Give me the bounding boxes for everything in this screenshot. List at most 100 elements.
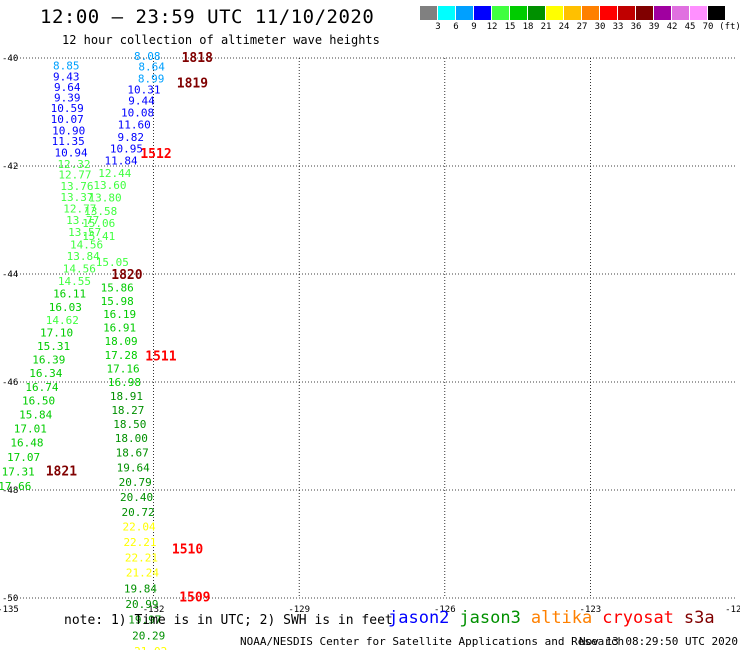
legend-label: 12 <box>486 22 498 32</box>
satellite-pass-labels: 1818 1819 1512 1820 1511 1821 1510 1509 <box>46 51 213 605</box>
legend-label: 30 <box>594 22 606 32</box>
legend-label: 70 <box>702 22 714 32</box>
legend-label: 15 <box>504 22 516 32</box>
wave-height-value: 17.07 <box>7 451 40 464</box>
pass-number-label: 1820 <box>111 268 142 283</box>
wave-height-value: 8.85 <box>53 60 80 73</box>
wave-height-value: 13.37 <box>60 191 93 204</box>
longitude-tick-label: -120 <box>725 605 740 615</box>
satellite-name-jason3: jason3 <box>459 608 521 628</box>
legend-swatch <box>438 6 455 20</box>
legend-label: 21 <box>540 22 552 32</box>
longitude-tick-label: -129 <box>288 605 310 615</box>
wave-height-value: 21.24 <box>126 567 159 580</box>
legend-label: 9 <box>471 22 477 32</box>
wave-height-value: 19.97 <box>128 614 161 627</box>
wave-height-value: 15.31 <box>37 340 70 353</box>
wave-height-values: 8.859.439.649.3910.5910.0710.9011.3510.9… <box>0 50 167 650</box>
wave-height-value: 18.00 <box>115 432 148 445</box>
wave-height-value: 18.50 <box>113 418 146 431</box>
wave-height-value: 16.39 <box>32 353 65 366</box>
wave-height-value: 22.21 <box>123 536 156 549</box>
legend-swatch <box>456 6 473 20</box>
legend-swatch <box>474 6 491 20</box>
legend-label: 45 <box>684 22 696 32</box>
longitude-tick-label: -132 <box>143 605 165 615</box>
wave-height-value: 11.84 <box>105 155 138 168</box>
legend-label: 39 <box>648 22 660 32</box>
track-east: 8.088.648.9910.319.4410.0811.609.8210.95… <box>82 50 167 650</box>
wave-height-value: 20.79 <box>119 476 152 489</box>
wave-height-value: 15.06 <box>82 217 115 230</box>
wave-height-value: 13.76 <box>60 180 93 193</box>
page-subtitle: 12 hour collection of altimeter wave hei… <box>62 33 380 47</box>
wave-height-value: 15.05 <box>96 256 129 269</box>
wave-height-value: 20.72 <box>122 506 155 519</box>
wave-height-value: 14.55 <box>58 275 91 288</box>
wave-height-value: 10.95 <box>110 143 143 156</box>
wave-height-value: 10.94 <box>55 147 88 160</box>
track-west: 8.859.439.649.3910.5910.0710.9011.3510.9… <box>0 60 103 494</box>
wave-height-value: 16.11 <box>53 287 86 300</box>
legend-label: 27 <box>576 22 588 32</box>
footer-organization: NOAA/NESDIS Center for Satellite Applica… <box>240 635 625 648</box>
legend-label: 24 <box>558 22 570 32</box>
satellite-name-s3a: s3a <box>683 608 715 628</box>
wave-height-value: 16.91 <box>103 321 136 334</box>
pass-number-label: 1509 <box>179 590 210 605</box>
wave-height-value: 9.64 <box>54 81 81 94</box>
pass-number-label: 1819 <box>177 76 208 91</box>
wave-height-value: 14.62 <box>46 314 79 327</box>
legend-label: 3 <box>435 22 441 32</box>
wave-height-value: 9.43 <box>53 70 80 83</box>
wave-height-value: 12.77 <box>63 203 96 216</box>
pass-number-label: 1511 <box>145 350 176 365</box>
wave-height-value: 9.44 <box>128 95 155 108</box>
latitude-tick-label: -40 <box>2 54 18 64</box>
legend-label: 18 <box>522 22 534 32</box>
wave-height-value: 10.31 <box>127 83 160 96</box>
latitude-tick-label: -42 <box>2 162 18 172</box>
pass-number-label: 1818 <box>182 51 213 66</box>
page-title: 12:00 – 23:59 UTC 11/10/2020 <box>40 6 375 28</box>
wave-height-value: 16.98 <box>108 376 141 389</box>
latitude-tick-label: -44 <box>2 270 18 280</box>
wave-height-value: 17.10 <box>40 326 73 339</box>
wave-height-value: 16.50 <box>22 394 55 407</box>
legend-swatch <box>564 6 581 20</box>
wave-height-value: 17.66 <box>0 480 31 493</box>
longitude-tick-label: -135 <box>0 605 19 615</box>
wave-height-value: 13.80 <box>89 191 122 204</box>
wave-height-value: 8.64 <box>138 61 165 74</box>
wave-height-value: 13.60 <box>93 179 126 192</box>
footer-timestamp: Nov 13 08:29:50 UTC 2020 <box>579 635 738 648</box>
wave-height-value: 10.90 <box>52 124 85 137</box>
wave-height-value: 13.77 <box>66 214 99 227</box>
legend-swatch <box>636 6 653 20</box>
wave-height-value: 17.28 <box>105 349 138 362</box>
wave-height-value: 14.56 <box>70 238 103 251</box>
wave-height-value: 16.03 <box>49 301 82 314</box>
wave-height-value: 8.08 <box>134 50 161 63</box>
legend-swatch <box>618 6 635 20</box>
legend-swatch <box>690 6 707 20</box>
legend-label: 42 <box>666 22 678 32</box>
wave-height-value: 21.02 <box>134 645 167 650</box>
wave-height-value: 12.77 <box>58 169 91 182</box>
wave-height-value: 10.08 <box>121 107 154 120</box>
legend-label: 33 <box>612 22 624 32</box>
legend-swatch <box>672 6 689 20</box>
map-axis-labels: -135 -132 -129 -126 -123 -120 -40 -42 -44 -46 -48 -… <box>0 54 740 615</box>
wave-height-value: 15.86 <box>101 282 134 295</box>
pass-number-label: 1512 <box>140 147 171 162</box>
wave-height-value: 20.99 <box>125 598 158 611</box>
wave-height-value: 14.56 <box>63 263 96 276</box>
wave-height-value: 18.27 <box>111 404 144 417</box>
legend-swatch <box>528 6 545 20</box>
latitude-tick-label: -46 <box>2 378 18 388</box>
legend-swatch <box>492 6 509 20</box>
wave-height-value: 13.84 <box>67 250 100 263</box>
latitude-tick-label: -48 <box>2 486 18 496</box>
legend-swatch <box>600 6 617 20</box>
